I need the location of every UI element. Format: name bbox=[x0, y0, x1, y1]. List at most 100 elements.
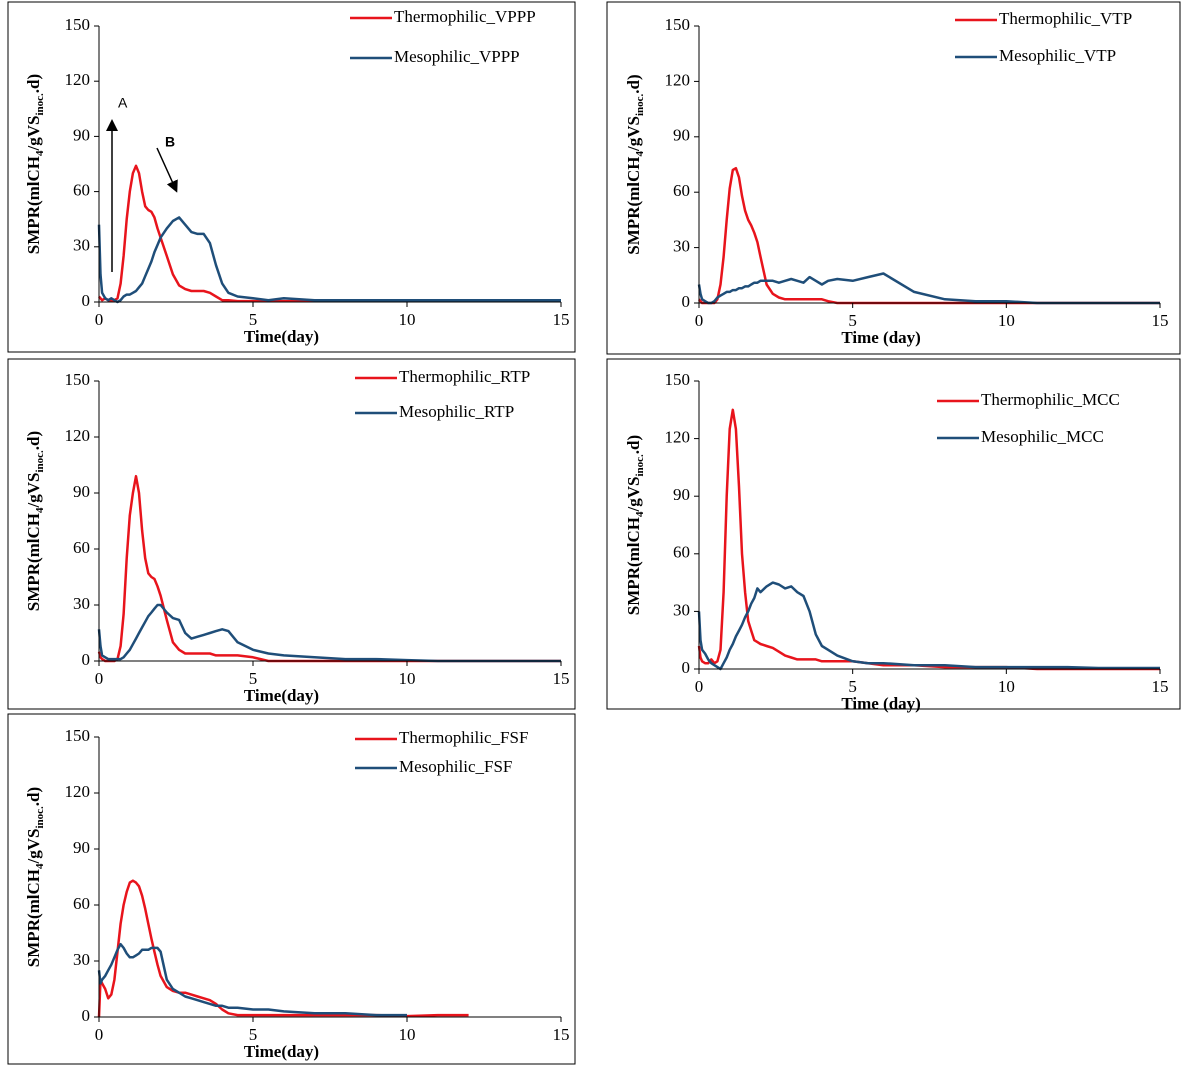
annotation: B bbox=[165, 134, 175, 150]
legend-label: Thermophilic_FSF bbox=[399, 728, 528, 747]
x-axis-label: Time (day) bbox=[841, 328, 921, 347]
panel-frame bbox=[606, 358, 1181, 710]
series-line bbox=[698, 166, 1160, 305]
legend-label: Thermophilic_RTP bbox=[399, 367, 530, 386]
panel-frame bbox=[7, 1, 576, 353]
y-axis-label-part: /gVS bbox=[624, 116, 643, 152]
series-line bbox=[697, 408, 1160, 671]
panel-frame bbox=[606, 1, 1181, 355]
legend-label: Mesophilic_VPPP bbox=[394, 47, 520, 66]
x-axis-label: Time(day) bbox=[244, 327, 319, 346]
series-line bbox=[697, 272, 1160, 305]
y-axis-label-part: 4 bbox=[34, 150, 46, 156]
y-axis-label: SMPR(mlCH4/gVSinoc..d) bbox=[24, 431, 46, 611]
series-line bbox=[97, 942, 407, 1017]
y-tick-label: 0 bbox=[682, 292, 691, 311]
y-tick-label: 0 bbox=[82, 650, 91, 669]
x-tick-label: 10 bbox=[399, 669, 416, 688]
y-tick-label: 30 bbox=[673, 237, 690, 256]
y-axis-label-part: 4 bbox=[634, 150, 646, 156]
y-tick-label: 150 bbox=[665, 15, 691, 34]
y-tick-label: 60 bbox=[73, 181, 90, 200]
y-tick-label: 150 bbox=[65, 726, 91, 745]
panel-frame bbox=[7, 713, 576, 1065]
x-tick-label: 15 bbox=[553, 669, 570, 688]
x-tick-label: 15 bbox=[553, 1025, 570, 1044]
y-tick-label: 90 bbox=[673, 126, 690, 145]
y-axis-label-part: 4 bbox=[34, 863, 46, 869]
x-axis-label: Time (day) bbox=[841, 694, 921, 713]
y-tick-label: 120 bbox=[665, 70, 691, 89]
y-axis-label-part: SMPR(mlCH bbox=[24, 156, 43, 254]
x-axis-label: Time(day) bbox=[244, 1042, 319, 1061]
x-tick-label: 10 bbox=[399, 1025, 416, 1044]
series-line bbox=[97, 603, 561, 663]
x-tick-label: 5 bbox=[848, 677, 857, 696]
x-tick-label: 10 bbox=[399, 310, 416, 329]
y-axis-label-part: .d) bbox=[24, 787, 43, 806]
y-axis-label: SMPR(mlCH4/gVSinoc..d) bbox=[624, 74, 646, 254]
series-line bbox=[97, 216, 561, 304]
y-tick-label: 120 bbox=[65, 426, 91, 445]
y-tick-label: 150 bbox=[65, 370, 91, 389]
x-tick-label: 0 bbox=[695, 311, 704, 330]
y-tick-label: 90 bbox=[73, 838, 90, 857]
y-axis-label-part: /gVS bbox=[624, 477, 643, 513]
x-tick-label: 0 bbox=[95, 669, 104, 688]
legend-label: Thermophilic_MCC bbox=[981, 390, 1120, 409]
y-axis-label: SMPR(mlCH4/gVSinoc..d) bbox=[24, 74, 46, 254]
panel-frame bbox=[7, 358, 576, 710]
series-line bbox=[97, 474, 561, 663]
x-tick-label: 5 bbox=[249, 310, 258, 329]
y-tick-label: 0 bbox=[82, 1006, 91, 1025]
y-axis-label-part: .d) bbox=[24, 431, 43, 450]
x-tick-label: 10 bbox=[998, 677, 1015, 696]
y-axis-label-part: .d) bbox=[624, 74, 643, 93]
y-axis-label-part: .d) bbox=[624, 435, 643, 454]
annotation: A bbox=[118, 95, 128, 111]
y-axis-label-part: /gVS bbox=[24, 116, 43, 152]
legend-label: Thermophilic_VTP bbox=[999, 9, 1132, 28]
y-axis-label: SMPR(mlCH4/gVSinoc..d) bbox=[624, 435, 646, 615]
x-tick-label: 0 bbox=[695, 677, 704, 696]
y-tick-label: 60 bbox=[73, 894, 90, 913]
y-axis-label-part: inoc. bbox=[634, 93, 646, 116]
x-tick-label: 15 bbox=[1152, 311, 1169, 330]
y-tick-label: 30 bbox=[73, 950, 90, 969]
x-tick-label: 10 bbox=[998, 311, 1015, 330]
x-tick-label: 15 bbox=[1152, 677, 1169, 696]
x-tick-label: 0 bbox=[95, 310, 104, 329]
y-tick-label: 150 bbox=[665, 370, 691, 389]
x-axis-label: Time(day) bbox=[244, 686, 319, 705]
y-tick-label: 90 bbox=[73, 125, 90, 144]
annotation-arrow bbox=[156, 147, 178, 193]
y-tick-label: 30 bbox=[673, 600, 690, 619]
y-axis-label-part: inoc. bbox=[34, 806, 46, 829]
y-axis-label-part: inoc. bbox=[34, 93, 46, 116]
y-tick-label: 120 bbox=[65, 70, 91, 89]
y-axis-label-part: SMPR(mlCH bbox=[624, 517, 643, 615]
y-tick-label: 0 bbox=[82, 291, 91, 310]
y-tick-label: 30 bbox=[73, 594, 90, 613]
y-tick-label: 90 bbox=[73, 482, 90, 501]
x-tick-label: 5 bbox=[848, 311, 857, 330]
y-tick-label: 30 bbox=[73, 236, 90, 255]
y-axis-label-part: SMPR(mlCH bbox=[24, 869, 43, 967]
y-axis-label-part: .d) bbox=[24, 74, 43, 93]
y-axis-label-part: SMPR(mlCH bbox=[624, 156, 643, 254]
y-axis-label-part: SMPR(mlCH bbox=[24, 513, 43, 611]
series-line bbox=[697, 581, 1160, 671]
y-axis-label: SMPR(mlCH4/gVSinoc..d) bbox=[24, 787, 46, 967]
y-axis-label-part: 4 bbox=[34, 507, 46, 513]
y-tick-label: 60 bbox=[673, 543, 690, 562]
y-tick-label: 60 bbox=[673, 181, 690, 200]
y-axis-label-part: inoc. bbox=[634, 454, 646, 477]
y-tick-label: 90 bbox=[673, 485, 690, 504]
y-tick-label: 60 bbox=[73, 538, 90, 557]
legend-label: Mesophilic_VTP bbox=[999, 46, 1116, 65]
x-tick-label: 0 bbox=[95, 1025, 104, 1044]
x-tick-label: 15 bbox=[553, 310, 570, 329]
y-axis-label-part: /gVS bbox=[24, 829, 43, 865]
